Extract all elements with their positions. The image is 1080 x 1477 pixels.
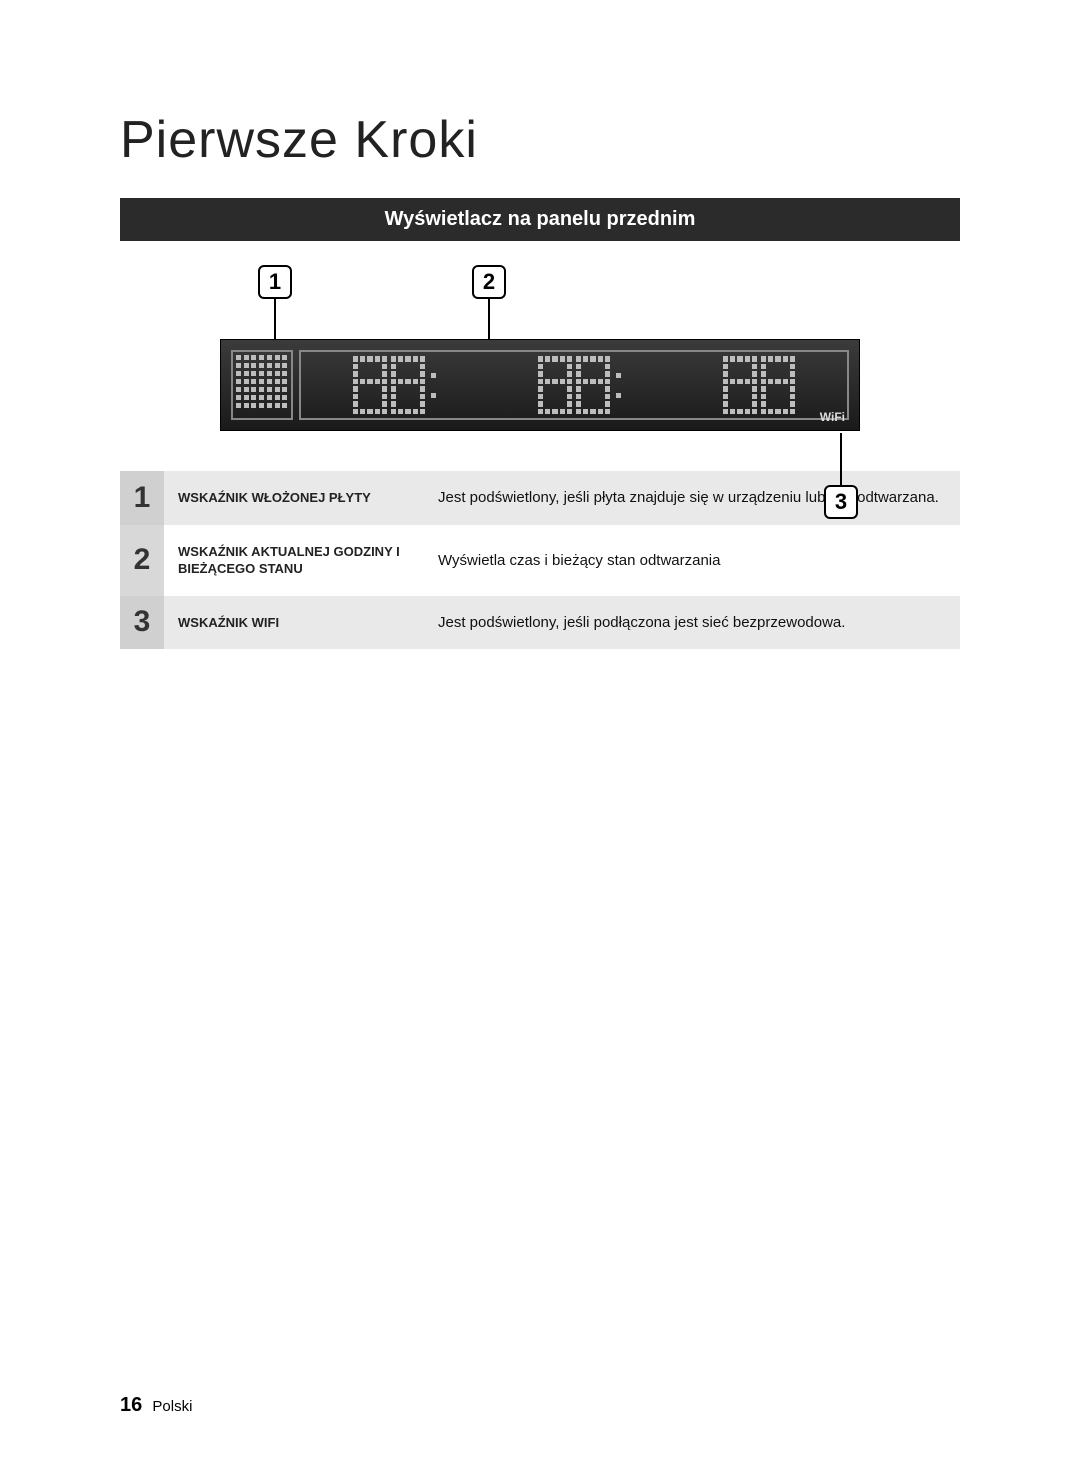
row-description: Wyświetla czas i bieżący stan odtwarzani… [424, 525, 960, 596]
time-status-display-icon [299, 350, 849, 420]
section-heading: Wyświetlacz na panelu przednim [120, 198, 960, 241]
row-number: 3 [120, 596, 164, 650]
row-description: Jest podświetlony, jeśli płyta znajduje … [424, 471, 960, 525]
callout-2: 2 [472, 265, 506, 339]
row-description: Jest podświetlony, jeśli podłączona jest… [424, 596, 960, 650]
row-number: 1 [120, 471, 164, 525]
callout-3: 3 [824, 433, 858, 519]
disc-indicator-icon [231, 350, 293, 420]
row-label: WSKAŹNIK WIFI [164, 596, 424, 650]
display-panel: WiFi [220, 339, 860, 431]
wifi-label: WiFi [820, 410, 845, 424]
row-label: WSKAŹNIK AKTUALNEJ GODZINY I BIEŻĄCEGO S… [164, 525, 424, 596]
callout-box-1: 1 [258, 265, 292, 299]
table-row: 3 WSKAŹNIK WIFI Jest podświetlony, jeśli… [120, 596, 960, 650]
table-row: 2 WSKAŹNIK AKTUALNEJ GODZINY I BIEŻĄCEGO… [120, 525, 960, 596]
callout-box-2: 2 [472, 265, 506, 299]
callout-box-3: 3 [824, 485, 858, 519]
callout-1: 1 [258, 265, 292, 339]
footer-language: Polski [152, 1398, 192, 1415]
row-number: 2 [120, 525, 164, 596]
row-label: WSKAŹNIK WŁOŻONEJ PŁYTY [164, 471, 424, 525]
front-panel-diagram: 1 2 [220, 265, 860, 431]
page-footer: 16 Polski [120, 1394, 192, 1417]
page-title: Pierwsze Kroki [120, 110, 960, 170]
page-number: 16 [120, 1394, 142, 1416]
